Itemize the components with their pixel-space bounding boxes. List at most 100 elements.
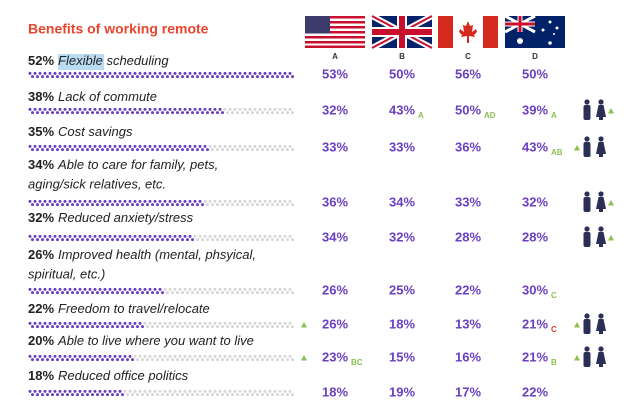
dot [33, 354, 37, 358]
body [596, 197, 606, 212]
dot [156, 325, 159, 329]
dot [261, 238, 264, 242]
dot [61, 148, 64, 152]
benefit-text: Able to live where you want to live [57, 333, 254, 348]
dot [218, 287, 222, 291]
dot [158, 354, 162, 358]
dot [33, 107, 37, 111]
dot [261, 358, 264, 362]
dot [88, 389, 92, 393]
dot [98, 321, 102, 325]
dot [286, 393, 289, 397]
dot [146, 203, 149, 207]
country-value: 50% [522, 66, 548, 81]
dot [276, 325, 279, 329]
dot [288, 287, 292, 291]
dot [288, 71, 292, 75]
female-icon [596, 313, 606, 334]
dot [58, 389, 62, 393]
dot [251, 111, 254, 115]
dot [53, 144, 57, 148]
head [598, 313, 604, 319]
dot [86, 358, 89, 362]
dot [208, 234, 212, 238]
dot [253, 71, 257, 75]
dot [178, 144, 182, 148]
dot [66, 238, 69, 242]
dot [206, 111, 209, 115]
dot [158, 199, 162, 203]
dot [56, 111, 59, 115]
dot [56, 291, 59, 295]
dot [113, 71, 117, 75]
dot [253, 234, 257, 238]
country-value: 43% [522, 139, 548, 154]
dot [128, 287, 132, 291]
dot [223, 321, 227, 325]
dot [276, 291, 279, 295]
dot [243, 354, 247, 358]
dot [218, 199, 222, 203]
dot [183, 287, 187, 291]
dot [201, 203, 204, 207]
dot [216, 203, 219, 207]
dot [128, 389, 132, 393]
dot [198, 389, 202, 393]
dot [291, 75, 294, 79]
dot [241, 358, 244, 362]
dot [56, 75, 59, 79]
dot [233, 321, 237, 325]
dot [191, 75, 194, 79]
dot [76, 358, 79, 362]
dot [128, 321, 132, 325]
dot [221, 325, 224, 329]
dot [248, 354, 252, 358]
dot [141, 75, 144, 79]
dot [226, 238, 229, 242]
dot [113, 234, 117, 238]
dot [166, 238, 169, 242]
dot [251, 75, 254, 79]
head [598, 136, 604, 142]
dot [78, 199, 82, 203]
dot [213, 321, 217, 325]
dot [208, 107, 212, 111]
country-value: 28% [455, 229, 481, 244]
dot [176, 111, 179, 115]
dot [203, 354, 207, 358]
dot [81, 148, 84, 152]
dot [286, 75, 289, 79]
dot [258, 389, 262, 393]
dot [151, 75, 154, 79]
dot [131, 358, 134, 362]
dot [43, 354, 47, 358]
dot [271, 393, 274, 397]
benefit-percent: 18% [28, 368, 54, 383]
dot [241, 291, 244, 295]
dot [38, 287, 42, 291]
dot [213, 287, 217, 291]
dot [221, 393, 224, 397]
dot [221, 75, 224, 79]
dot [161, 203, 164, 207]
dot [168, 71, 172, 75]
dot [211, 75, 214, 79]
dot [46, 291, 49, 295]
country-value: 30% [522, 282, 548, 297]
dot [101, 325, 104, 329]
dot [188, 107, 192, 111]
dot [183, 144, 187, 148]
benefit-label: 38% Lack of commute [28, 89, 157, 104]
body [583, 352, 591, 367]
dot [111, 203, 114, 207]
dot [153, 354, 157, 358]
dot [256, 75, 259, 79]
dot [261, 75, 264, 79]
male-icon [583, 136, 591, 157]
dot [196, 358, 199, 362]
dot [131, 291, 134, 295]
dot [46, 393, 49, 397]
dot [73, 354, 77, 358]
dot [146, 291, 149, 295]
dot [51, 203, 54, 207]
